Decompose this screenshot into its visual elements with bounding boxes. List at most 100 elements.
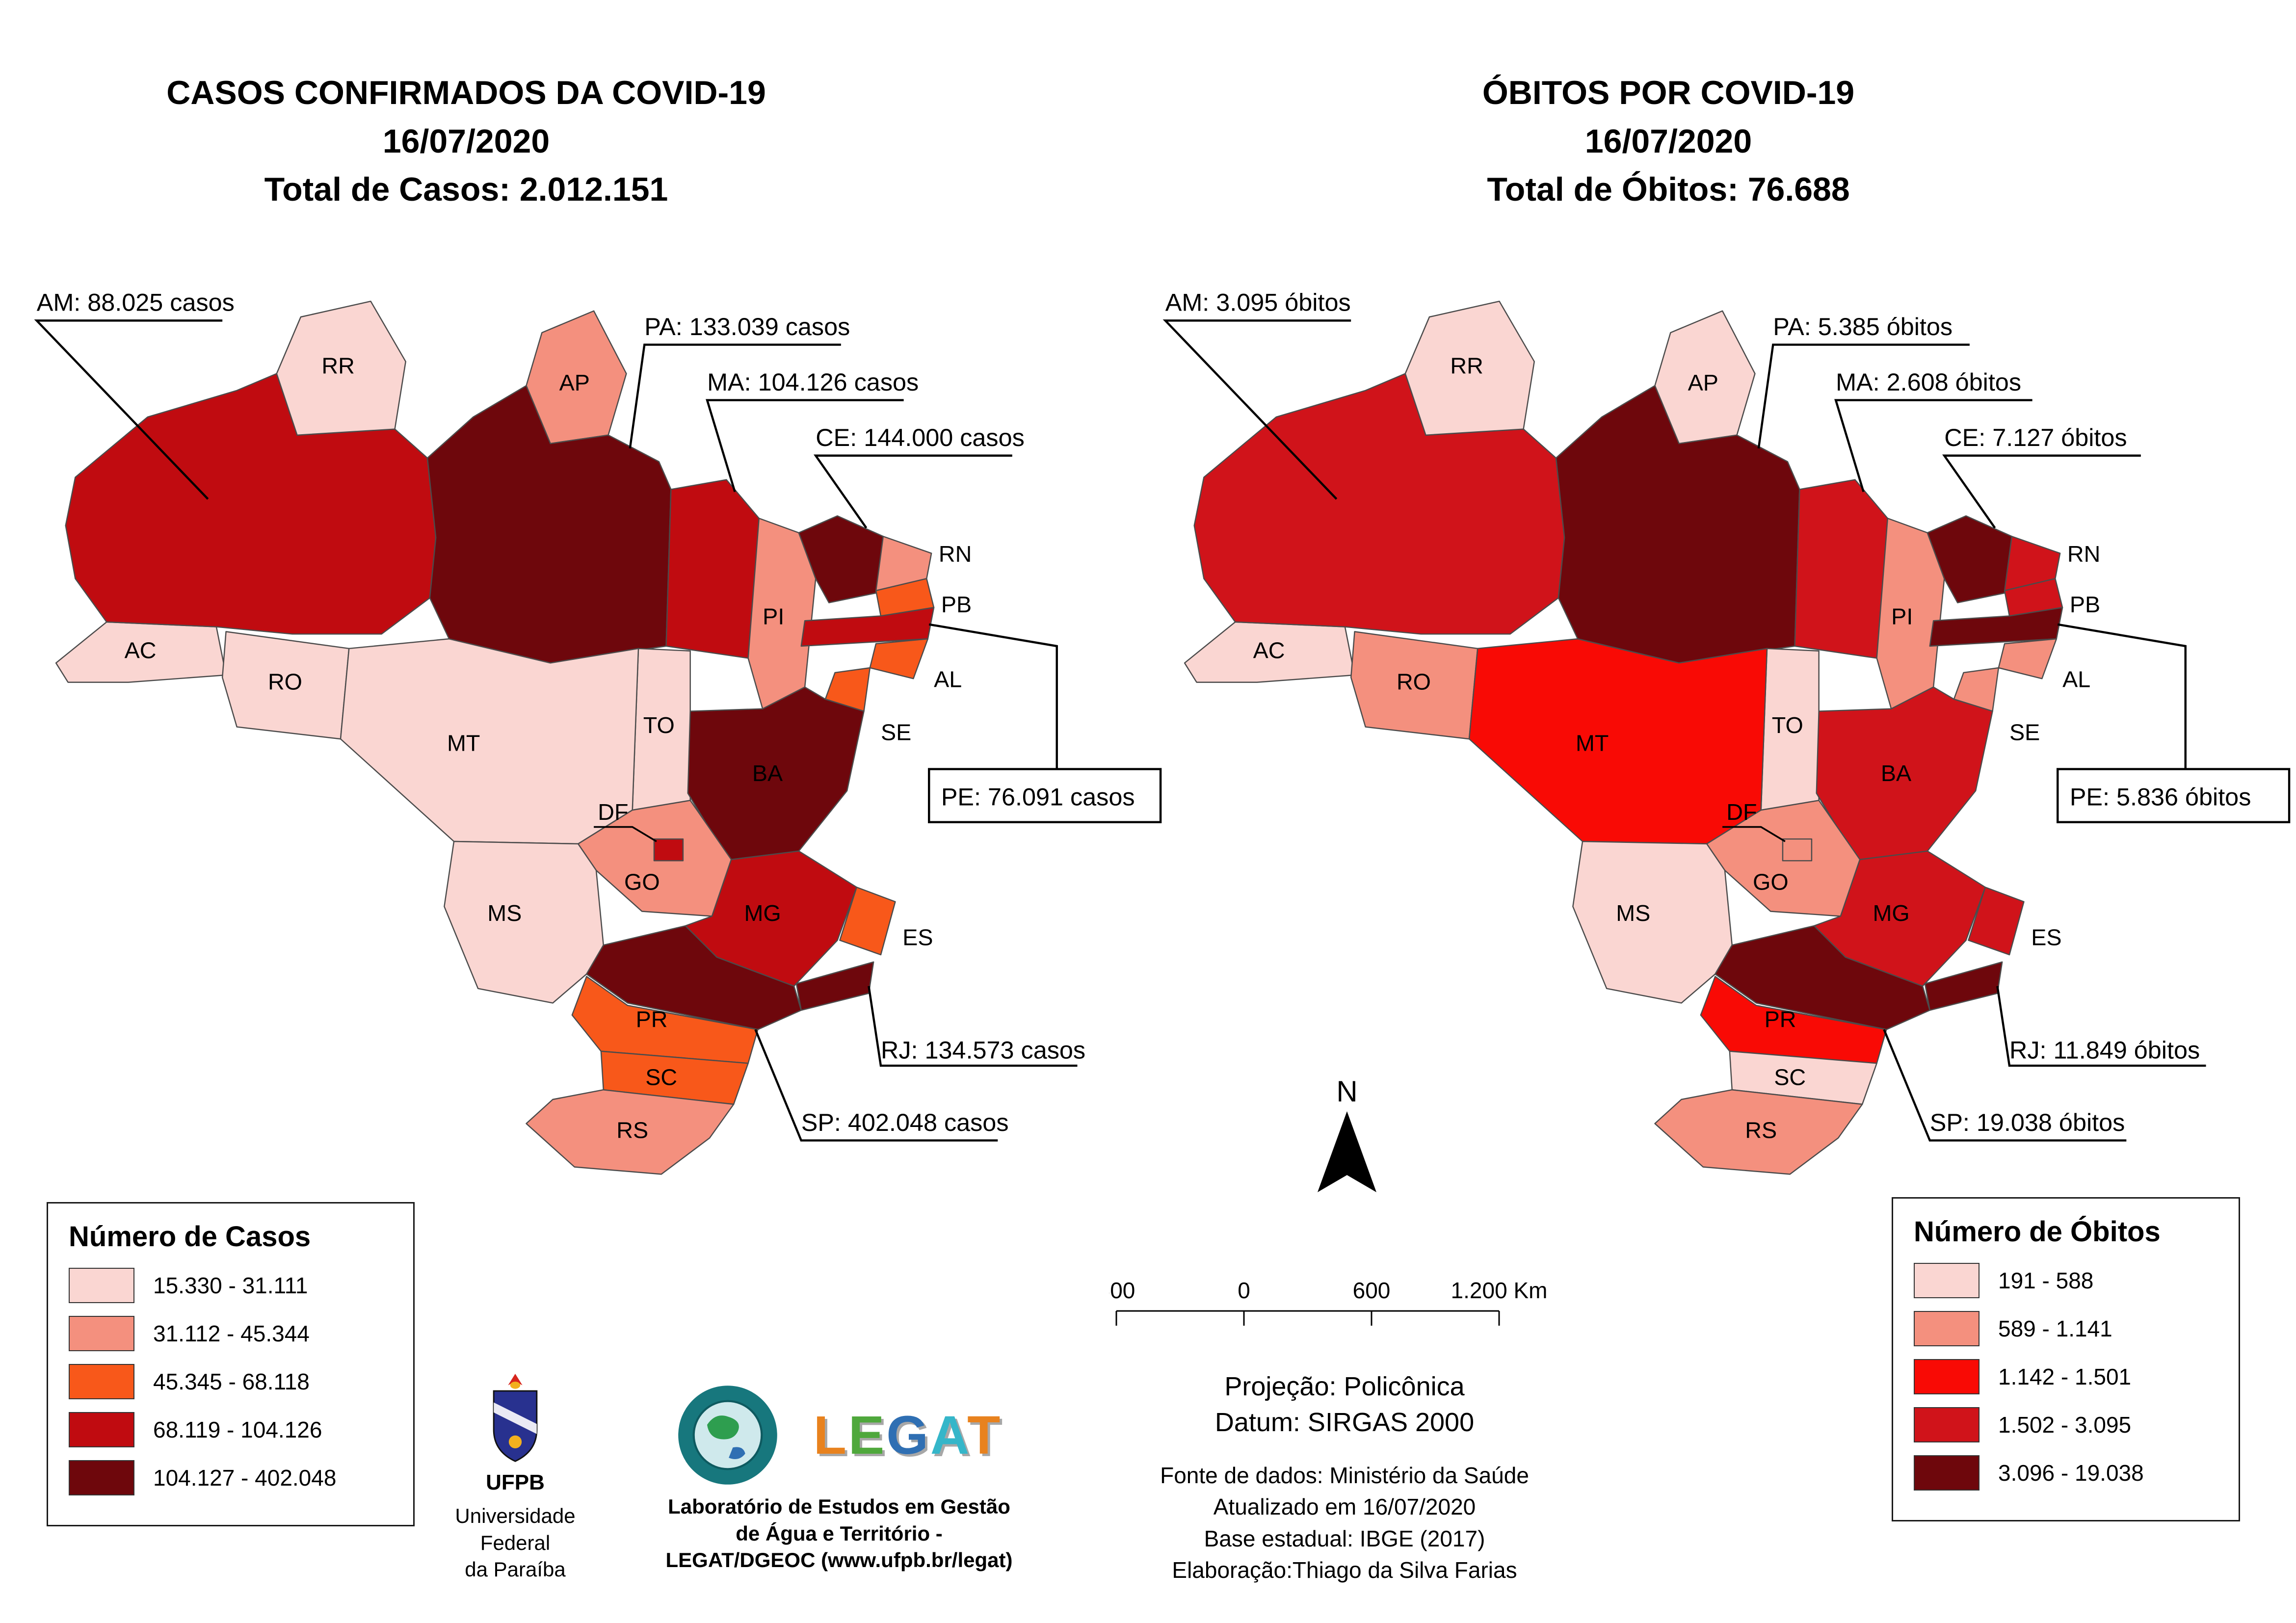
- state-label-rn: RN: [939, 541, 972, 567]
- state-label-rs: RS: [616, 1118, 648, 1143]
- legend-range-label: 191 - 588: [1998, 1268, 2094, 1293]
- callout-label-pe: PE: 76.091 casos: [941, 783, 1135, 811]
- north-label: N: [1336, 1075, 1358, 1108]
- state-label-es: ES: [2031, 924, 2061, 950]
- scale-bar-label: 0: [1238, 1278, 1250, 1303]
- callout-label-pa: PA: 133.039 casos: [644, 313, 850, 340]
- legend-swatch: [1914, 1263, 1979, 1298]
- callout-box-pe: [2057, 768, 2291, 823]
- deaths-legend-items: 191 - 588 589 - 1.141 1.142 - 1.501 1.502 -…: [1914, 1263, 2218, 1491]
- state-sp: [1715, 925, 1930, 1030]
- df-pointer-line: [594, 826, 657, 842]
- cases-title-block: CASOS CONFIRMADOS DA COVID-19 16/07/2020…: [83, 69, 849, 214]
- legat-letter: A: [930, 1405, 968, 1466]
- state-pe: [800, 607, 935, 647]
- state-label-se: SE: [2009, 720, 2040, 745]
- state-es: [1968, 887, 2025, 956]
- callout-label-rj: RJ: 11.849 óbitos: [2009, 1036, 2200, 1064]
- state-mt: [1468, 638, 1768, 845]
- datum-line: Datum: SIRGAS 2000: [1214, 1407, 1475, 1437]
- state-rs: [1654, 1089, 1863, 1175]
- ufpb-caption: Universidade Federal da Paraíba: [427, 1503, 604, 1583]
- state-rr: [1404, 300, 1535, 436]
- state-label-to: TO: [1772, 712, 1803, 738]
- legend-item: 191 - 588: [1914, 1263, 2218, 1298]
- state-ro: [1350, 631, 1478, 740]
- state-ms: [444, 840, 604, 1004]
- state-label-ba: BA: [752, 760, 783, 786]
- legend-swatch: [1914, 1311, 1979, 1346]
- state-label-rs: RS: [1745, 1118, 1777, 1143]
- callout-line-ce: [814, 454, 1012, 529]
- source-line: Elaboração:Thiago da Silva Farias: [1172, 1557, 1517, 1583]
- data-source-info: Fonte de dados: Ministério da Saúde Atua…: [1119, 1460, 1570, 1586]
- state-label-sc: SC: [1774, 1064, 1806, 1090]
- callout-label-pa: PA: 5.385 óbitos: [1773, 313, 1953, 340]
- state-label-se: SE: [881, 720, 911, 745]
- state-label-rn: RN: [2067, 541, 2100, 567]
- legend-item: 104.127 - 402.048: [69, 1460, 393, 1495]
- legend-range-label: 68.119 - 104.126: [153, 1417, 322, 1442]
- state-label-df: DF: [598, 799, 628, 825]
- source-line: Fonte de dados: Ministério da Saúde: [1160, 1463, 1529, 1488]
- state-pe: [1929, 607, 2063, 647]
- legend-item: 589 - 1.141: [1914, 1311, 2218, 1346]
- state-label-pi: PI: [1891, 604, 1913, 629]
- state-label-ba: BA: [1881, 760, 1912, 786]
- callout-label-pe: PE: 5.836 óbitos: [2070, 783, 2251, 811]
- ufpb-label: UFPB: [486, 1470, 545, 1494]
- state-ma: [1794, 479, 1888, 659]
- state-label-pr: PR: [636, 1006, 668, 1032]
- legend-range-label: 15.330 - 31.111: [153, 1273, 308, 1298]
- cases-date: 16/07/2020: [382, 122, 550, 160]
- callout-label-ce: CE: 7.127 óbitos: [1944, 423, 2127, 451]
- deaths-legend: Número de Óbitos 191 - 588 589 - 1.141 1.1…: [1892, 1197, 2240, 1521]
- deaths-choropleth-map: RR AP AC RO TO PI MT BA GO DF MG MS PR SC RS RN PB AL SE ES…: [1162, 288, 2291, 1175]
- state-label-pb: PB: [941, 592, 972, 617]
- legend-item: 3.096 - 19.038: [1914, 1455, 2218, 1491]
- projection-info: Projeção: Policônica Datum: SIRGAS 2000: [1129, 1369, 1560, 1440]
- legat-caption-line: Laboratório de Estudos em Gestão: [668, 1495, 1010, 1518]
- state-label-go: GO: [624, 869, 660, 894]
- state-label-ap: AP: [559, 370, 590, 395]
- state-df: [1782, 838, 1813, 862]
- cases-total: Total de Casos: 2.012.151: [264, 171, 668, 209]
- ufpb-crest-icon: [493, 1374, 538, 1462]
- state-es: [839, 887, 896, 956]
- legat-letter: E: [848, 1405, 887, 1466]
- callout-line-ma: [706, 399, 904, 492]
- state-label-sc: SC: [645, 1064, 677, 1090]
- state-rs: [526, 1089, 735, 1175]
- state-label-ac: AC: [125, 637, 157, 663]
- callout-line-ce: [1942, 454, 2141, 529]
- state-label-al: AL: [934, 666, 962, 692]
- scale-bar-label: 1.200 Km: [1451, 1278, 1548, 1303]
- state-label-ro: RO: [1397, 669, 1431, 694]
- state-label-rr: RR: [1450, 353, 1483, 379]
- legend-range-label: 589 - 1.141: [1998, 1316, 2112, 1341]
- source-line: Base estadual: IBGE (2017): [1204, 1525, 1485, 1551]
- state-al: [869, 638, 929, 680]
- state-label-go: GO: [1753, 869, 1789, 894]
- callout-line-ma: [1834, 399, 2032, 492]
- state-label-ms: MS: [487, 900, 522, 926]
- deaths-legend-title: Número de Óbitos: [1914, 1216, 2161, 1248]
- source-line: Atualizado em 16/07/2020: [1213, 1494, 1476, 1520]
- legend-range-label: 1.142 - 1.501: [1998, 1364, 2132, 1389]
- callout-line-sp: [1883, 1029, 2127, 1142]
- callout-line-pe: [2057, 623, 2187, 769]
- legend-swatch: [69, 1316, 134, 1351]
- legend-range-label: 1.502 - 3.095: [1998, 1412, 2132, 1438]
- legend-range-label: 3.096 - 19.038: [1998, 1460, 2144, 1486]
- cases-choropleth-map: RR AP AC RO TO PI MT BA GO DF MG MS PR SC RS RN PB AL SE ES…: [34, 288, 1162, 1175]
- legat-letter: G: [886, 1405, 930, 1466]
- legend-item: 45.345 - 68.118: [69, 1364, 393, 1399]
- state-label-to: TO: [643, 712, 675, 738]
- ufpb-logo-block: UFPB Universidade Federal da Paraíba: [427, 1374, 604, 1583]
- callout-line-rj: [868, 986, 1078, 1067]
- callout-line-pe: [928, 623, 1058, 769]
- callout-label-ma: MA: 104.126 casos: [707, 368, 919, 396]
- legat-wordmark: LEGAT: [814, 1404, 1003, 1466]
- scale-bar-label: 600: [1109, 1278, 1135, 1303]
